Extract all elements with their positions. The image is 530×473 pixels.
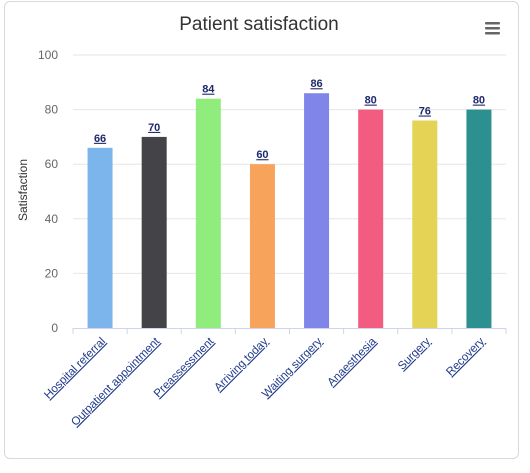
data-label: 80 xyxy=(365,95,377,107)
x-tick-label[interactable]: Waiting surgery xyxy=(260,335,325,400)
bar[interactable] xyxy=(358,109,384,328)
y-tick-label: 100 xyxy=(38,48,58,62)
y-tick-label: 40 xyxy=(45,212,59,226)
y-axis-label: Satisfaction xyxy=(16,159,30,221)
bar[interactable] xyxy=(249,164,275,328)
bar[interactable] xyxy=(141,136,167,328)
y-tick-label: 0 xyxy=(51,321,58,335)
bar[interactable] xyxy=(304,93,330,328)
data-label: 86 xyxy=(310,78,322,90)
x-tick-label[interactable]: Arriving today xyxy=(212,335,270,393)
data-label: 66 xyxy=(94,133,106,145)
bar[interactable] xyxy=(466,109,492,328)
x-tick-label[interactable]: Recovery xyxy=(444,335,487,378)
y-tick-label: 80 xyxy=(45,103,59,117)
y-tick-label: 20 xyxy=(45,266,59,280)
x-tick-label[interactable]: Surgery xyxy=(396,335,433,372)
data-label: 60 xyxy=(256,149,268,161)
chart-title: Patient satisfaction xyxy=(179,14,338,35)
data-label: 70 xyxy=(148,122,160,134)
data-label: 80 xyxy=(473,95,485,107)
menu-button[interactable] xyxy=(483,19,503,37)
bar[interactable] xyxy=(195,98,221,329)
x-tick-label[interactable]: Outpatient appointment xyxy=(69,335,163,429)
bar[interactable] xyxy=(412,120,438,329)
y-tick-label: 60 xyxy=(45,157,59,171)
x-tick-label[interactable]: Preassessment xyxy=(152,335,217,400)
data-label: 76 xyxy=(419,106,431,118)
x-tick-label[interactable]: Anaesthesia xyxy=(326,335,380,389)
bar[interactable] xyxy=(87,147,113,328)
data-label: 84 xyxy=(202,84,215,96)
